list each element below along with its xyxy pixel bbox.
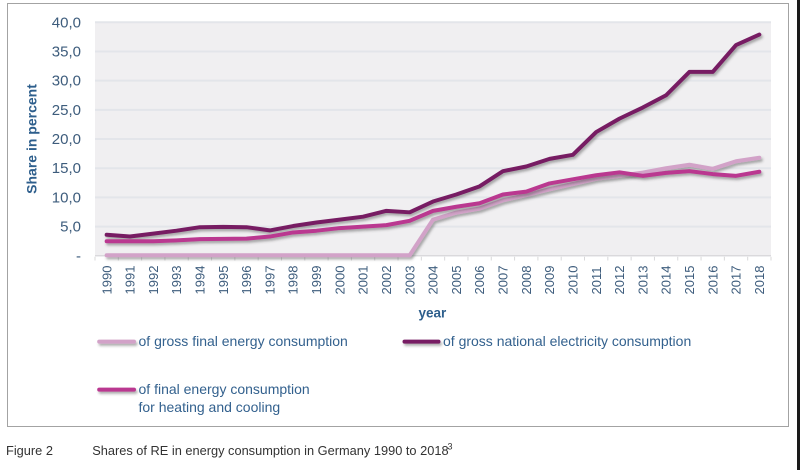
- svg-text:2009: 2009: [542, 266, 557, 295]
- svg-text:2012: 2012: [612, 266, 627, 295]
- svg-text:2018: 2018: [752, 266, 767, 295]
- svg-text:-: -: [76, 248, 81, 265]
- svg-text:of final energy consumption: of final energy consumption: [139, 381, 310, 397]
- svg-text:2011: 2011: [589, 267, 604, 295]
- svg-text:1992: 1992: [146, 266, 161, 295]
- svg-text:2005: 2005: [449, 266, 464, 295]
- svg-text:2007: 2007: [496, 266, 511, 295]
- svg-text:2013: 2013: [635, 266, 650, 295]
- svg-text:1994: 1994: [192, 266, 207, 295]
- svg-text:year: year: [419, 306, 448, 321]
- svg-text:for heating and cooling: for heating and cooling: [139, 399, 281, 415]
- svg-text:2014: 2014: [659, 266, 674, 295]
- svg-text:2004: 2004: [426, 266, 441, 295]
- svg-text:2017: 2017: [729, 266, 744, 295]
- svg-text:1997: 1997: [262, 266, 277, 295]
- svg-text:2002: 2002: [379, 266, 394, 295]
- svg-text:2006: 2006: [472, 266, 487, 295]
- svg-text:2001: 2001: [356, 266, 371, 295]
- svg-text:1996: 1996: [239, 266, 254, 295]
- svg-text:1995: 1995: [216, 266, 231, 295]
- svg-text:30,0: 30,0: [52, 73, 81, 90]
- svg-text:1990: 1990: [99, 266, 114, 295]
- svg-text:1993: 1993: [169, 266, 184, 295]
- svg-text:1999: 1999: [309, 266, 324, 295]
- svg-text:2003: 2003: [402, 266, 417, 295]
- svg-text:1991: 1991: [123, 266, 138, 295]
- svg-text:2016: 2016: [705, 266, 720, 295]
- svg-text:of gross national electricity: of gross national electricity consumptio…: [443, 333, 691, 349]
- svg-text:5,0: 5,0: [60, 219, 81, 236]
- svg-text:Figure 2: Figure 2: [6, 443, 53, 458]
- svg-text:2010: 2010: [565, 266, 580, 295]
- svg-text:Shares of RE in energy consump: Shares of RE in energy consumption in Ge…: [92, 443, 448, 458]
- svg-text:2008: 2008: [519, 266, 534, 295]
- svg-text:2015: 2015: [682, 266, 697, 295]
- svg-text:15,0: 15,0: [52, 160, 81, 177]
- svg-text:3: 3: [448, 442, 453, 452]
- svg-text:1998: 1998: [286, 266, 301, 295]
- svg-text:Share in percent: Share in percent: [24, 84, 40, 194]
- svg-text:of gross final energy consumpt: of gross final energy consumption: [139, 333, 348, 349]
- svg-text:20,0: 20,0: [52, 131, 81, 148]
- svg-text:2000: 2000: [332, 266, 347, 295]
- svg-text:40,0: 40,0: [52, 14, 81, 31]
- svg-text:25,0: 25,0: [52, 102, 81, 119]
- svg-text:35,0: 35,0: [52, 43, 81, 60]
- svg-text:10,0: 10,0: [52, 189, 81, 206]
